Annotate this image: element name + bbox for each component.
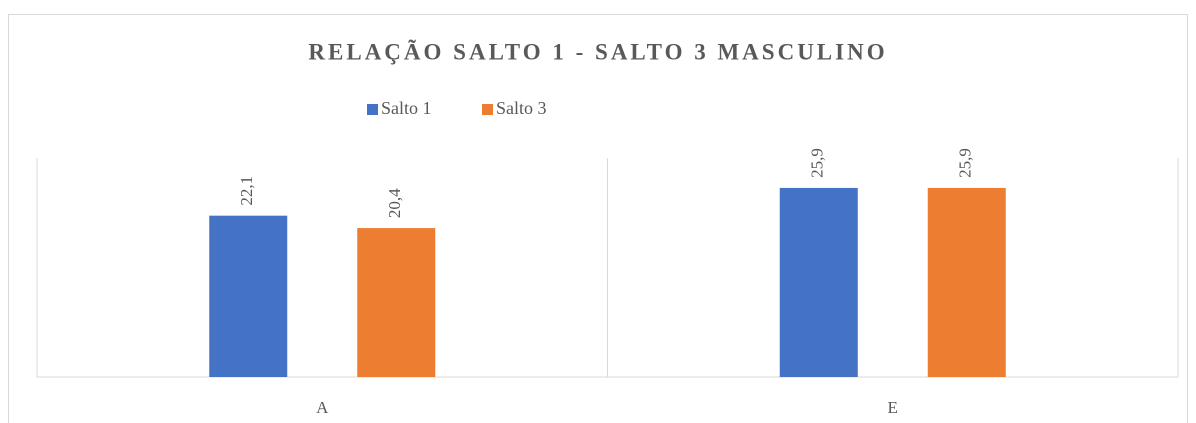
chart-title: RELAÇÃO SALTO 1 - SALTO 3 MASCULINO bbox=[308, 39, 887, 64]
bar bbox=[209, 215, 288, 377]
value-label: 22,1 bbox=[237, 176, 256, 206]
legend-swatch bbox=[367, 104, 378, 115]
x-tick-label: A bbox=[316, 398, 329, 417]
value-label: 20,4 bbox=[385, 188, 404, 218]
bar bbox=[779, 187, 858, 377]
x-tick-label: E bbox=[888, 398, 898, 417]
legend-swatch bbox=[482, 104, 493, 115]
value-label: 25,9 bbox=[956, 148, 975, 178]
chart-frame bbox=[8, 14, 1188, 423]
bar bbox=[927, 187, 1006, 377]
value-label: 25,9 bbox=[808, 148, 827, 178]
bar bbox=[357, 228, 436, 377]
legend-label: Salto 3 bbox=[496, 98, 547, 118]
legend-label: Salto 1 bbox=[381, 98, 432, 118]
